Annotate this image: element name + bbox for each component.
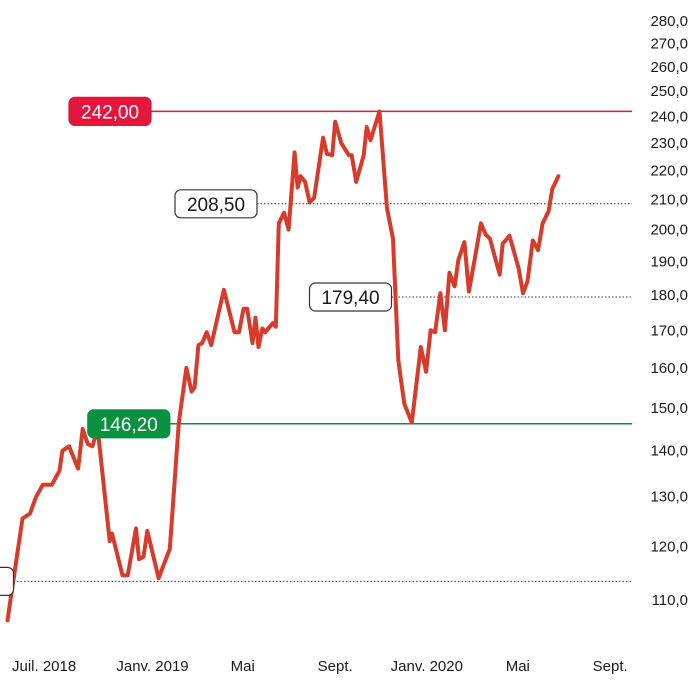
y-tick-label: 240,0 xyxy=(650,109,688,126)
reference-label-box xyxy=(68,96,152,127)
y-tick-label: 200,0 xyxy=(650,222,688,239)
reference-label: 113,40 xyxy=(0,572,1,593)
y-tick-label: 270,0 xyxy=(650,36,688,53)
y-tick-label: 150,0 xyxy=(650,400,688,417)
reference-labels: 242,00 208,50 179,40 146,20 113,40 xyxy=(0,96,393,596)
y-tick-label: 250,0 xyxy=(650,83,688,100)
y-tick-label: 180,0 xyxy=(650,287,688,304)
y-tick-label: 230,0 xyxy=(650,135,688,152)
x-tick-label: Janv. 2020 xyxy=(391,658,463,675)
x-tick-label: Sept. xyxy=(593,658,628,675)
y-tick-label: 160,0 xyxy=(650,360,688,377)
y-tick-label: 220,0 xyxy=(650,163,688,180)
y-tick-label: 260,0 xyxy=(650,59,688,76)
x-tick-label: Janv. 2019 xyxy=(116,658,188,675)
y-tick-label: 210,0 xyxy=(650,191,688,208)
reference-label-box xyxy=(174,189,258,219)
y-tick-label: 110,0 xyxy=(652,592,688,609)
x-axis: Juil. 2018 Janv. 2019 Mai Sept. Janv. 2020 Ma… xyxy=(12,658,628,675)
x-tick-label: Sept. xyxy=(318,658,353,675)
x-tick-label: Mai xyxy=(506,658,530,675)
reference-label-box xyxy=(308,282,393,312)
y-tick-label: 170,0 xyxy=(650,322,688,339)
price-series-line xyxy=(5,109,561,623)
reference-label: 146,20 xyxy=(100,415,158,436)
x-tick-label: Mai xyxy=(231,658,255,675)
reference-label: 208,50 xyxy=(187,195,245,216)
reference-label: 179,40 xyxy=(321,288,379,309)
reference-label: 242,00 xyxy=(81,102,139,123)
y-tick-label: 140,0 xyxy=(650,443,688,460)
y-tick-label: 120,0 xyxy=(650,538,688,555)
y-tick-label: 190,0 xyxy=(650,253,688,270)
y-tick-label: 130,0 xyxy=(650,489,688,506)
y-axis: 110,0 120,0 130,0 140,0 150,0 160,0 170,0 180,0… xyxy=(650,13,688,609)
y-tick-label: 280,0 xyxy=(650,13,688,30)
reference-lines xyxy=(13,110,632,582)
reference-label-box xyxy=(87,409,171,439)
x-tick-label: Juil. 2018 xyxy=(12,658,76,675)
reference-label-box xyxy=(0,566,15,596)
